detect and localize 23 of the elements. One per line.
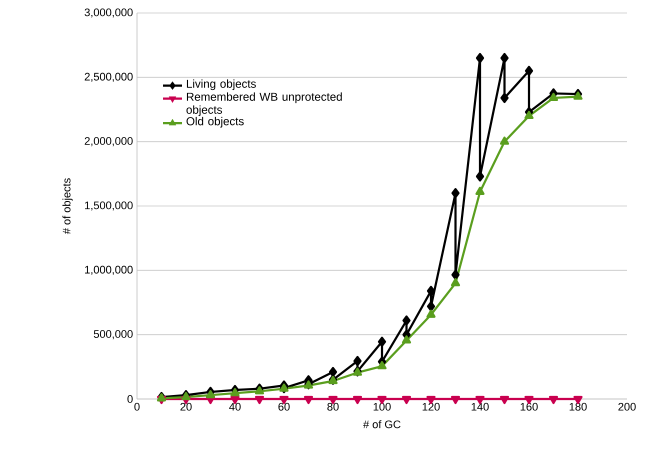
x-axis-title: # of GC xyxy=(363,420,401,428)
x-tick-label: 180 xyxy=(570,402,587,411)
x-tick-label: 80 xyxy=(327,402,339,411)
y-tick-label: 2,000,000 xyxy=(84,137,133,146)
x-tick-label: 120 xyxy=(422,402,440,411)
x-tick-label: 200 xyxy=(618,402,636,411)
y-tick-label: 3,000,000 xyxy=(84,8,133,18)
legend-label: Living objects xyxy=(186,79,256,90)
y-tick-label: 500,000 xyxy=(94,330,133,340)
x-tick-label: 60 xyxy=(278,402,290,411)
y-tick-label: 1,500,000 xyxy=(85,201,133,211)
x-tick-label: 100 xyxy=(374,402,391,411)
legend-label: Remembered WB unprotected objects xyxy=(186,92,342,116)
x-tick-label: 160 xyxy=(520,402,538,411)
legend-label: Old objects xyxy=(186,116,244,128)
y-axis-title: # of objects xyxy=(62,178,73,234)
y-tick-label: 2,500,000 xyxy=(84,72,133,82)
y-tick-label: 1,000,000 xyxy=(85,266,133,275)
x-tick-label: 0 xyxy=(134,402,140,411)
x-tick-label: 140 xyxy=(472,402,489,411)
y-tick-label: 0 xyxy=(127,395,133,403)
x-tick-label: 20 xyxy=(180,402,192,411)
x-tick-label: 40 xyxy=(229,402,241,411)
